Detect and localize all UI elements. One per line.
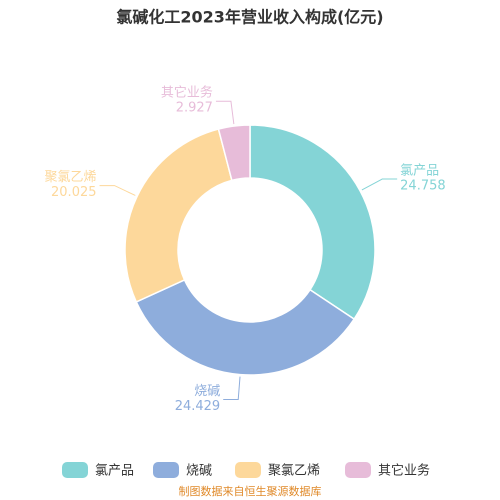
donut-slice: [124, 128, 233, 303]
slice-label: 氯产品: [400, 164, 439, 179]
leader-line: [215, 100, 235, 125]
chart-title: 氯碱化工2023年营业收入构成(亿元): [116, 8, 383, 27]
leader-line: [99, 185, 136, 196]
legend-label: 烧碱: [186, 464, 212, 479]
slice-label: 其它业务: [161, 85, 213, 101]
leader-line: [223, 376, 241, 401]
slice-label: 聚氯乙烯: [45, 170, 97, 185]
value-label: 24.758: [400, 179, 446, 194]
legend-swatch: [345, 462, 371, 478]
value-label: 2.927: [176, 101, 213, 116]
source-note: 制图数据来自恒生聚源数据库: [179, 484, 322, 498]
value-label: 20.025: [51, 185, 97, 200]
legend-swatch: [153, 462, 179, 478]
donut-slice: [135, 278, 356, 376]
donut-slice: [217, 124, 251, 182]
legend-label: 聚氯乙烯: [268, 464, 320, 479]
legend-swatch: [235, 462, 261, 478]
legend-swatch: [62, 462, 88, 478]
legend-label: 其它业务: [378, 463, 430, 479]
donut-slice: [249, 124, 376, 321]
value-label: 24.429: [175, 399, 221, 414]
slice-label: 烧碱: [194, 384, 220, 399]
leader-line: [361, 178, 398, 191]
legend-label: 氯产品: [95, 464, 134, 479]
